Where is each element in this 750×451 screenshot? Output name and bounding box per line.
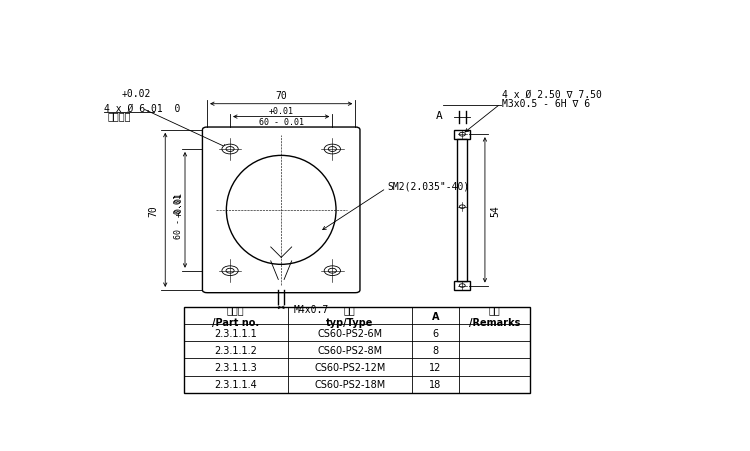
Text: +0.02: +0.02 [122,88,151,99]
Circle shape [324,145,340,155]
Text: 4 x Ø 2.50 ∇ 7.50: 4 x Ø 2.50 ∇ 7.50 [503,89,602,99]
Text: 12: 12 [429,362,442,372]
Text: 8: 8 [433,345,439,355]
Bar [454,281,470,290]
Text: CS60-PS2-6M: CS60-PS2-6M [317,328,382,338]
Text: CS60-PS2-18M: CS60-PS2-18M [314,379,386,389]
Text: M4x0.7: M4x0.7 [294,304,329,314]
Bar [457,139,467,281]
Text: M3x0.5 - 6H ∇ 6: M3x0.5 - 6H ∇ 6 [503,99,590,109]
Text: 2.3.1.1.1: 2.3.1.1.1 [214,328,257,338]
Circle shape [226,269,234,273]
Text: 60 - 0.01: 60 - 0.01 [174,193,183,238]
Text: 70: 70 [275,90,287,100]
Text: A: A [436,111,442,121]
Circle shape [222,266,238,276]
Circle shape [328,269,337,273]
Bar [184,308,530,393]
Circle shape [459,206,465,209]
Text: 2.3.1.1.4: 2.3.1.1.4 [214,379,257,389]
Text: 2.3.1.1.3: 2.3.1.1.3 [214,362,257,372]
Circle shape [222,145,238,155]
Ellipse shape [226,156,336,265]
Text: 6: 6 [433,328,439,338]
Text: 70: 70 [148,205,158,216]
Text: 60 - 0.01: 60 - 0.01 [259,118,304,127]
Text: +0.01: +0.01 [268,106,294,115]
Text: 型号
typ/Type: 型号 typ/Type [326,305,374,327]
Circle shape [459,284,465,288]
Text: 54: 54 [490,205,501,216]
Text: 4 x Ø 6.01  0: 4 x Ø 6.01 0 [104,104,181,114]
Text: A: A [432,311,439,321]
Text: 零件号
/Part no.: 零件号 /Part no. [212,305,260,327]
Circle shape [459,133,466,137]
Text: CS60-PS2-12M: CS60-PS2-12M [314,362,386,372]
Text: 完全贯穿: 完全贯穿 [107,111,130,121]
Text: +0.01: +0.01 [174,192,183,216]
Text: SM2(2.035"-40): SM2(2.035"-40) [387,181,470,191]
Bar [454,130,470,139]
Text: CS60-PS2-8M: CS60-PS2-8M [317,345,382,355]
Circle shape [226,147,234,152]
Text: 18: 18 [429,379,442,389]
FancyBboxPatch shape [202,128,360,293]
Circle shape [324,266,340,276]
Text: 备注
/Remarks: 备注 /Remarks [469,305,520,327]
Circle shape [328,147,337,152]
Text: 2.3.1.1.2: 2.3.1.1.2 [214,345,257,355]
